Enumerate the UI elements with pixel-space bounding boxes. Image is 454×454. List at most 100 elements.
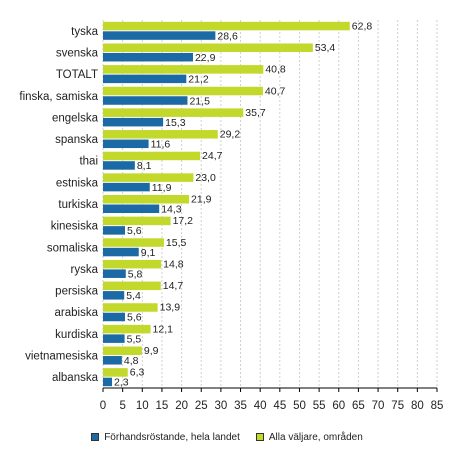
data-label-alla-valjare: 24,7 (202, 150, 223, 162)
bar-forhandsrostande (103, 204, 160, 213)
x-tick-label: 80 (411, 400, 424, 412)
x-tick-label: 60 (332, 400, 345, 412)
x-tick-label: 85 (431, 400, 444, 412)
bar-alla-valjare (103, 303, 158, 312)
data-label-forhandsrostande: 11,9 (152, 182, 172, 194)
data-label-forhandsrostande: 15,3 (165, 117, 186, 129)
data-label-alla-valjare: 6,3 (130, 367, 145, 379)
data-label-alla-valjare: 14,8 (163, 258, 184, 270)
bar-forhandsrostande (103, 226, 126, 235)
data-label-forhandsrostande: 2,3 (114, 377, 129, 389)
data-label-forhandsrostande: 14,3 (161, 204, 182, 216)
category-label: kurdiska (55, 329, 98, 341)
category-label: spanska (55, 134, 98, 146)
data-label-alla-valjare: 23,0 (195, 172, 216, 184)
chart-legend: Förhandsröstande, hela landet Alla välja… (0, 428, 454, 446)
bar-alla-valjare (103, 43, 313, 52)
bar-alla-valjare (103, 130, 218, 139)
category-label: finska, samiska (19, 91, 98, 103)
bar-alla-valjare (103, 65, 264, 74)
data-label-forhandsrostande: 4,8 (124, 355, 139, 367)
x-tick-label: 55 (313, 400, 326, 412)
bar-forhandsrostande (103, 356, 122, 365)
x-tick-label: 10 (136, 400, 149, 412)
data-label-alla-valjare: 62,8 (352, 20, 373, 32)
bar-forhandsrostande (103, 74, 187, 84)
bar-alla-valjare (103, 346, 142, 356)
x-tick-label: 25 (195, 400, 208, 412)
bar-forhandsrostande (103, 139, 149, 149)
category-label: svenska (56, 47, 99, 59)
legend-label-alla-valjare: Alla väljare, områden (268, 431, 363, 443)
bar-alla-valjare (103, 151, 201, 161)
category-label: tyska (71, 26, 98, 38)
bar-forhandsrostande (103, 161, 135, 170)
data-label-alla-valjare: 29,2 (220, 129, 241, 141)
data-label-forhandsrostande: 11,6 (151, 139, 171, 151)
x-tick-label: 20 (175, 400, 188, 412)
data-label-forhandsrostande: 8,1 (137, 160, 152, 172)
data-label-alla-valjare: 14,7 (163, 280, 184, 292)
x-tick-label: 40 (254, 400, 267, 412)
category-label: TOTALT (56, 69, 98, 81)
legend-item-forhandsrostande: Förhandsröstande, hela landet (91, 432, 240, 443)
category-label: turkiska (58, 199, 98, 211)
data-label-alla-valjare: 13,9 (160, 302, 181, 314)
legend-swatch-forhandsrostande (91, 433, 100, 441)
x-tick-label: 50 (293, 400, 306, 412)
category-label: somaliska (47, 242, 99, 254)
bar-alla-valjare (103, 281, 161, 291)
data-label-alla-valjare: 15,5 (166, 237, 187, 249)
bar-forhandsrostande (103, 291, 125, 300)
category-label: engelska (52, 112, 99, 124)
data-label-forhandsrostande: 5,6 (127, 225, 142, 237)
category-label: thai (79, 156, 98, 168)
data-label-alla-valjare: 17,2 (173, 215, 194, 227)
bar-alla-valjare (103, 108, 244, 117)
category-label: persiska (55, 286, 98, 298)
data-label-alla-valjare: 35,7 (245, 107, 266, 119)
x-tick-label: 70 (372, 400, 385, 412)
legend-item-alla-valjare: Alla väljare, områden (255, 431, 363, 443)
bar-alla-valjare (103, 195, 190, 204)
x-tick-label: 5 (119, 400, 125, 412)
data-label-alla-valjare: 9,9 (144, 345, 159, 357)
x-tick-label: 65 (352, 400, 365, 412)
bar-forhandsrostande (103, 52, 193, 62)
bar-forhandsrostande (103, 334, 125, 343)
data-label-forhandsrostande: 5,4 (126, 290, 141, 302)
x-tick-label: 30 (214, 400, 227, 412)
x-tick-label: 15 (156, 400, 169, 412)
bar-forhandsrostande (103, 377, 113, 387)
data-label-alla-valjare: 21,9 (191, 194, 212, 206)
bar-alla-valjare (103, 259, 162, 269)
data-label-forhandsrostande: 5,6 (127, 312, 142, 324)
data-label-forhandsrostande: 5,8 (128, 268, 143, 280)
bar-forhandsrostande (103, 269, 126, 278)
category-label: albanska (52, 372, 99, 384)
data-label-forhandsrostande: 28,6 (217, 30, 238, 42)
bar-forhandsrostande (103, 117, 164, 127)
bar-alla-valjare (103, 238, 164, 247)
x-tick-label: 35 (234, 400, 247, 412)
category-label: arabiska (55, 307, 99, 319)
x-tick-label: 75 (391, 400, 404, 412)
data-label-alla-valjare: 53,4 (315, 42, 336, 54)
data-label-alla-valjare: 40,8 (265, 64, 286, 76)
data-label-forhandsrostande: 21,5 (189, 95, 210, 107)
category-label: vietnamesiska (25, 351, 98, 363)
data-label-alla-valjare: 12,1 (153, 323, 174, 335)
bar-alla-valjare (103, 216, 171, 226)
bar-alla-valjare (103, 21, 350, 31)
data-label-forhandsrostande: 9,1 (141, 247, 156, 259)
data-label-forhandsrostande: 22,9 (195, 52, 216, 64)
data-label-forhandsrostande: 5,5 (127, 333, 142, 345)
bar-forhandsrostande (103, 96, 188, 105)
bar-forhandsrostande (103, 312, 126, 322)
bar-forhandsrostande (103, 31, 216, 40)
x-tick-label: 45 (273, 400, 286, 412)
data-label-forhandsrostande: 21,2 (188, 74, 209, 86)
category-label: ryska (71, 264, 99, 276)
legend-swatch-alla-valjare (255, 433, 264, 441)
